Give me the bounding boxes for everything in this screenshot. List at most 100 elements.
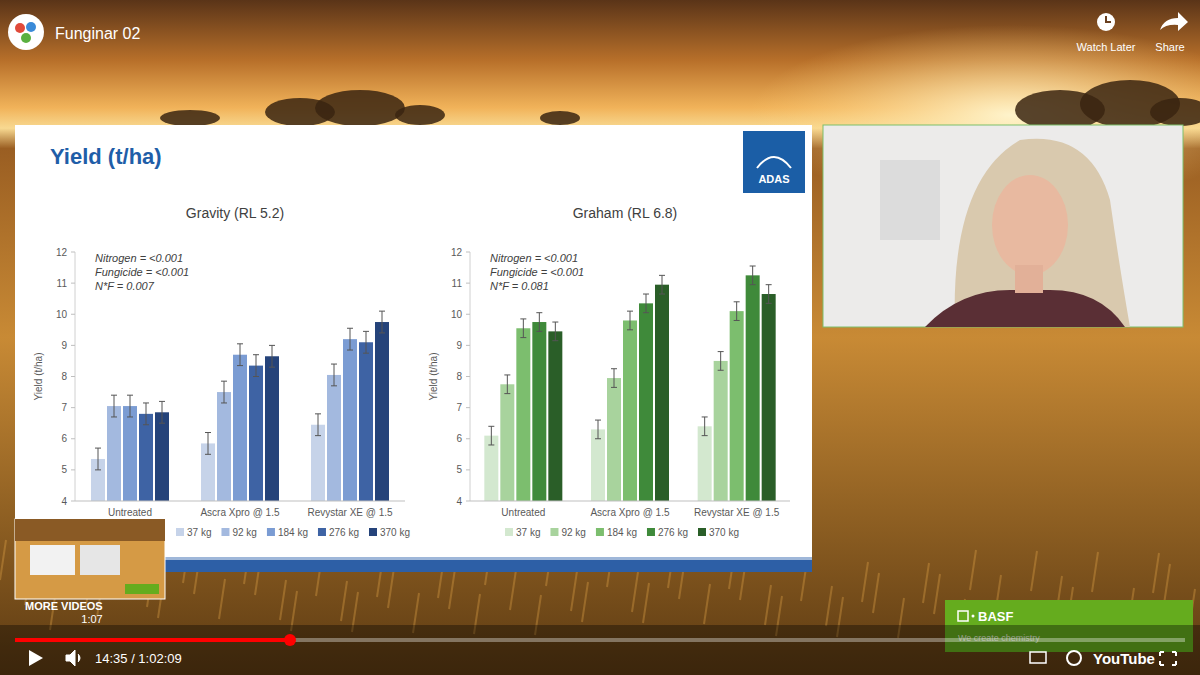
error-bar: [95, 448, 101, 470]
wheat: [704, 584, 710, 624]
error-bar-cap: [315, 413, 321, 414]
settings-button[interactable]: [1067, 651, 1081, 665]
wheat: [571, 571, 577, 611]
y-tick-label: 9: [61, 340, 67, 351]
legend-label: 37 kg: [187, 527, 211, 538]
bar: [591, 429, 605, 501]
person-neck: [1015, 265, 1043, 293]
chart: Graham (RL 6.8)456789101112Yield (t/ha)U…: [428, 205, 790, 538]
error-bar-line: [366, 331, 367, 353]
adas-arc: [757, 157, 791, 168]
error-bar: [520, 319, 526, 338]
error-bar: [221, 381, 227, 403]
annotation: Nitrogen = <0.001: [490, 252, 578, 264]
bar: [698, 426, 712, 501]
bar: [548, 331, 562, 501]
error-bar-cap: [718, 351, 724, 352]
bar: [375, 322, 389, 501]
y-tick: [71, 469, 75, 470]
wheat: [862, 562, 868, 602]
error-bar-cap: [643, 312, 649, 313]
error-bar: [552, 322, 558, 341]
error-bar: [127, 395, 133, 417]
channel-logo: [8, 14, 44, 50]
thumb-slide: [30, 545, 75, 575]
annotation: Fungicide = <0.001: [490, 266, 584, 278]
error-bar: [143, 403, 149, 425]
y-tick: [71, 283, 75, 284]
y-tick: [466, 283, 470, 284]
error-bar: [702, 417, 708, 436]
error-bar-line: [507, 375, 508, 394]
slide-title: Yield (t/ha): [50, 144, 162, 169]
play-button[interactable]: [29, 650, 43, 666]
error-bar-cap: [520, 337, 526, 338]
legend-label: 92 kg: [232, 527, 256, 538]
annotation: Nitrogen = <0.001: [95, 252, 183, 264]
error-bar-cap: [595, 438, 601, 439]
error-bar-cap: [347, 328, 353, 329]
slide: Yield (t/ha)ADAS: [15, 125, 812, 572]
more-videos-thumbnail[interactable]: [15, 519, 165, 599]
x-tick-label: Untreated: [501, 507, 545, 518]
wheat: [873, 573, 879, 613]
wheat: [1153, 553, 1159, 593]
bar: [532, 322, 546, 501]
error-bar-line: [334, 364, 335, 386]
thumb-badge: [125, 584, 159, 594]
y-tick-label: 10: [451, 309, 463, 320]
error-bar-line: [146, 403, 147, 425]
error-bar-line: [630, 311, 631, 330]
tree: [315, 90, 405, 126]
legend-swatch: [176, 528, 184, 536]
error-bar-line: [130, 395, 131, 417]
error-bar-cap: [237, 365, 243, 366]
bar: [655, 285, 669, 501]
error-bar-cap: [766, 303, 772, 304]
legend-label: 370 kg: [380, 527, 410, 538]
wheat: [923, 563, 929, 603]
error-bar: [595, 420, 601, 439]
y-tick: [71, 376, 75, 377]
error-bar-cap: [611, 368, 617, 369]
error-bar-cap: [520, 318, 526, 319]
bar: [762, 294, 776, 501]
watch-later-button[interactable]: Watch Later: [1077, 13, 1136, 53]
error-bar: [643, 294, 649, 313]
error-bar-cap: [734, 301, 740, 302]
error-bar-cap: [159, 423, 165, 424]
y-axis-title: Yield (t/ha): [428, 353, 439, 401]
error-bar: [331, 364, 337, 386]
bar: [484, 436, 498, 501]
bar: [516, 328, 530, 501]
bar: [746, 275, 760, 501]
share-button[interactable]: Share: [1155, 12, 1188, 53]
x-axis-line: [470, 501, 790, 502]
y-tick: [71, 314, 75, 315]
y-tick-label: 4: [61, 496, 67, 507]
error-bar-line: [491, 426, 492, 445]
person-top: [925, 290, 1125, 327]
webcam-frame: [823, 125, 1183, 327]
legend-label: 276 kg: [658, 527, 688, 538]
error-bar: [363, 331, 369, 353]
captions-button[interactable]: [1030, 652, 1046, 663]
youtube-logo[interactable]: YouTube: [1093, 650, 1155, 667]
progress-handle[interactable]: [284, 634, 296, 646]
sponsor-dot: [972, 615, 975, 618]
legend-label: 92 kg: [561, 527, 585, 538]
bar: [139, 414, 153, 501]
y-tick-label: 11: [57, 278, 68, 289]
fullscreen-button[interactable]: [1160, 652, 1176, 665]
error-bar-line: [114, 395, 115, 417]
volume-button[interactable]: [66, 650, 80, 666]
error-bar-line: [598, 420, 599, 439]
error-bar-cap: [702, 435, 708, 436]
x-tick-label: Revystar XE @ 1.5: [694, 507, 780, 518]
error-bar-line: [555, 322, 556, 341]
error-bar-cap: [504, 393, 510, 394]
bar: [265, 356, 279, 501]
error-bar-cap: [269, 345, 275, 346]
wheat: [765, 585, 771, 625]
x-tick-label: Untreated: [108, 507, 152, 518]
